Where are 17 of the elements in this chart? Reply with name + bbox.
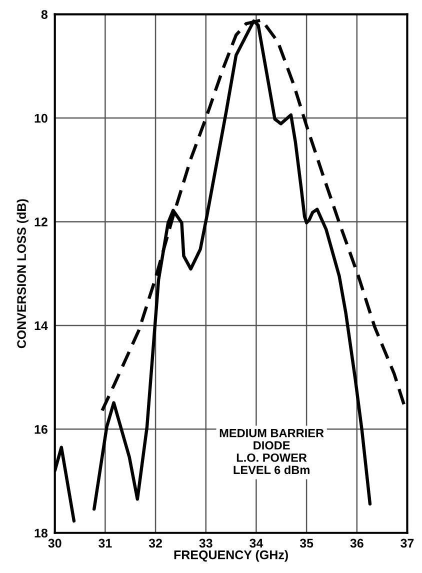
y-axis-title: CONVERSION LOSS (dB) xyxy=(16,199,28,348)
x-axis-title: FREQUENCY (GHz) xyxy=(174,550,288,562)
x-tick-label: 32 xyxy=(148,538,162,548)
y-tick-label: 8 xyxy=(41,10,48,19)
x-tick-label: 35 xyxy=(300,538,314,548)
x-tick-label: 30 xyxy=(48,538,62,548)
x-tick-label: 31 xyxy=(98,538,112,548)
x-tick-label: 33 xyxy=(199,538,212,548)
x-tick-label: 34 xyxy=(250,538,264,548)
x-tick-label: 37 xyxy=(400,538,414,548)
annotation: MEDIUM BARRIER DIODE L.O. POWER LEVEL 6 dBm xyxy=(220,429,324,474)
y-tick-label: 18 xyxy=(34,528,48,538)
y-tick-label: 10 xyxy=(34,114,48,123)
x-tick-label: 36 xyxy=(350,538,364,548)
y-tick-label: 16 xyxy=(34,424,48,434)
y-tick-label: 12 xyxy=(34,218,48,226)
y-tick-label: 14 xyxy=(34,321,48,330)
